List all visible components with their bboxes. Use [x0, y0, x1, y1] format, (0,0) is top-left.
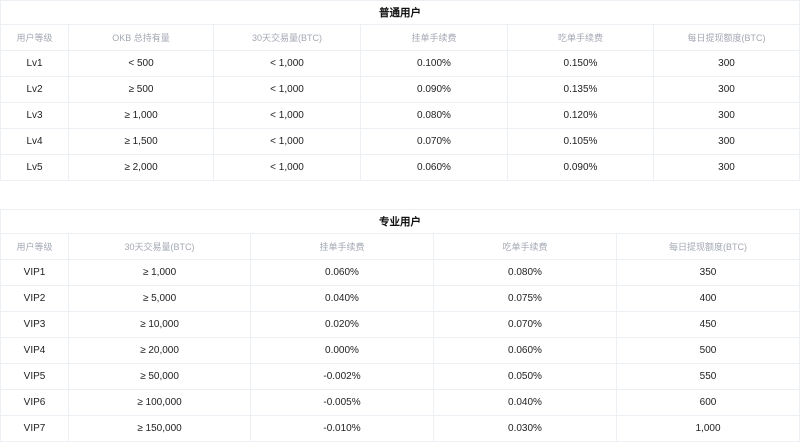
table-cell: 300 — [653, 102, 800, 129]
table-cell: 0.060% — [360, 154, 508, 181]
table-cell: 300 — [653, 50, 800, 77]
table-cell: 600 — [616, 389, 800, 416]
table-row: VIP4 ≥ 20,000 0.000% 0.060% 500 — [0, 337, 800, 364]
table-cell: 350 — [616, 259, 800, 286]
table-cell: 300 — [653, 154, 800, 181]
table-cell: 0.050% — [433, 363, 617, 390]
table-cell: 550 — [616, 363, 800, 390]
table-cell: 1,000 — [616, 415, 800, 442]
table-cell: Lv4 — [0, 128, 69, 155]
table-cell: 0.060% — [433, 337, 617, 364]
table-cell: 0.080% — [360, 102, 508, 129]
column-header: 30天交易量(BTC) — [213, 24, 361, 51]
table-cell: -0.005% — [250, 389, 434, 416]
column-header: 挂单手续费 — [250, 233, 434, 260]
table-cell: 0.080% — [433, 259, 617, 286]
table-cell: Lv3 — [0, 102, 69, 129]
table-cell: 0.060% — [250, 259, 434, 286]
table-cell: Lv2 — [0, 76, 69, 103]
table-cell: 0.120% — [507, 102, 654, 129]
table-cell: 0.100% — [360, 50, 508, 77]
table-cell: 0.000% — [250, 337, 434, 364]
table-row: Lv4 ≥ 1,500 < 1,000 0.070% 0.105% 300 — [0, 128, 800, 155]
table-cell: 0.070% — [433, 311, 617, 338]
table-cell: 0.030% — [433, 415, 617, 442]
column-header: 用户等级 — [0, 233, 69, 260]
regular-user-fee-table: 普通用户 用户等级 OKB 总持有量 30天交易量(BTC) 挂单手续费 吃单手续费 每日… — [0, 0, 800, 181]
table-cell: 300 — [653, 128, 800, 155]
table-header-row: 用户等级 30天交易量(BTC) 挂单手续费 吃单手续费 每日提现额度(BTC) — [0, 233, 800, 260]
table-cell: 0.075% — [433, 285, 617, 312]
table-cell: 0.040% — [250, 285, 434, 312]
table-cell: ≥ 150,000 — [68, 415, 251, 442]
table-cell: < 1,000 — [213, 76, 361, 103]
column-header: 每日提现额度(BTC) — [616, 233, 800, 260]
table-cell: < 1,000 — [213, 50, 361, 77]
table-cell: ≥ 2,000 — [68, 154, 214, 181]
table-cell: < 500 — [68, 50, 214, 77]
table-cell: 0.090% — [507, 154, 654, 181]
table-cell: ≥ 20,000 — [68, 337, 251, 364]
table-cell: 0.040% — [433, 389, 617, 416]
table-cell: ≥ 100,000 — [68, 389, 251, 416]
table-cell: Lv5 — [0, 154, 69, 181]
column-header: 30天交易量(BTC) — [68, 233, 251, 260]
column-header: 吃单手续费 — [507, 24, 654, 51]
pro-user-fee-table: 专业用户 用户等级 30天交易量(BTC) 挂单手续费 吃单手续费 每日提现额度(BTC… — [0, 209, 800, 442]
table-cell: 300 — [653, 76, 800, 103]
table-cell: 0.070% — [360, 128, 508, 155]
table-cell: ≥ 1,000 — [68, 259, 251, 286]
column-header: 用户等级 — [0, 24, 69, 51]
table-row: Lv2 ≥ 500 < 1,000 0.090% 0.135% 300 — [0, 76, 800, 103]
table-cell: ≥ 5,000 — [68, 285, 251, 312]
table-cell: VIP2 — [0, 285, 69, 312]
table-cell: 0.105% — [507, 128, 654, 155]
table-row: VIP6 ≥ 100,000 -0.005% 0.040% 600 — [0, 389, 800, 416]
table-row: VIP2 ≥ 5,000 0.040% 0.075% 400 — [0, 285, 800, 312]
table-cell: VIP4 — [0, 337, 69, 364]
table-cell: Lv1 — [0, 50, 69, 77]
table-cell: < 1,000 — [213, 128, 361, 155]
table-row: VIP1 ≥ 1,000 0.060% 0.080% 350 — [0, 259, 800, 286]
table-cell: < 1,000 — [213, 154, 361, 181]
table-row: Lv5 ≥ 2,000 < 1,000 0.060% 0.090% 300 — [0, 154, 800, 181]
table-header-row: 用户等级 OKB 总持有量 30天交易量(BTC) 挂单手续费 吃单手续费 每日提现额度(… — [0, 24, 800, 51]
table-row: VIP5 ≥ 50,000 -0.002% 0.050% 550 — [0, 363, 800, 390]
table-cell: 0.135% — [507, 76, 654, 103]
table-cell: 0.090% — [360, 76, 508, 103]
table-cell: ≥ 500 — [68, 76, 214, 103]
table-cell: 500 — [616, 337, 800, 364]
table-cell: VIP6 — [0, 389, 69, 416]
table-cell: < 1,000 — [213, 102, 361, 129]
table-cell: VIP7 — [0, 415, 69, 442]
table-title: 专业用户 — [0, 209, 800, 234]
table-cell: ≥ 10,000 — [68, 311, 251, 338]
table-cell: 450 — [616, 311, 800, 338]
table-cell: -0.010% — [250, 415, 434, 442]
column-header: OKB 总持有量 — [68, 24, 214, 51]
table-title: 普通用户 — [0, 0, 800, 25]
table-row: VIP7 ≥ 150,000 -0.010% 0.030% 1,000 — [0, 415, 800, 442]
column-header: 每日提现额度(BTC) — [653, 24, 800, 51]
table-cell: VIP5 — [0, 363, 69, 390]
table-cell: -0.002% — [250, 363, 434, 390]
table-row: VIP3 ≥ 10,000 0.020% 0.070% 450 — [0, 311, 800, 338]
table-cell: 400 — [616, 285, 800, 312]
table-cell: 0.020% — [250, 311, 434, 338]
table-cell: ≥ 50,000 — [68, 363, 251, 390]
table-cell: VIP3 — [0, 311, 69, 338]
table-cell: ≥ 1,000 — [68, 102, 214, 129]
table-cell: 0.150% — [507, 50, 654, 77]
table-row: Lv3 ≥ 1,000 < 1,000 0.080% 0.120% 300 — [0, 102, 800, 129]
column-header: 吃单手续费 — [433, 233, 617, 260]
column-header: 挂单手续费 — [360, 24, 508, 51]
table-row: Lv1 < 500 < 1,000 0.100% 0.150% 300 — [0, 50, 800, 77]
table-cell: ≥ 1,500 — [68, 128, 214, 155]
table-cell: VIP1 — [0, 259, 69, 286]
